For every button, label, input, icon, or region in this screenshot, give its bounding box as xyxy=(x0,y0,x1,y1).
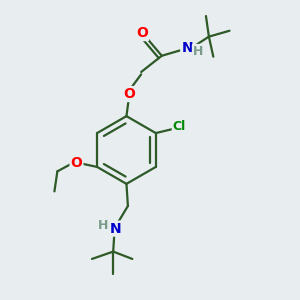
Text: H: H xyxy=(193,45,203,58)
Text: O: O xyxy=(136,26,148,40)
Text: Cl: Cl xyxy=(173,119,186,133)
Text: O: O xyxy=(124,87,135,101)
Text: N: N xyxy=(181,40,193,55)
Text: N: N xyxy=(110,222,121,236)
Text: O: O xyxy=(70,155,83,170)
Text: H: H xyxy=(98,219,109,232)
